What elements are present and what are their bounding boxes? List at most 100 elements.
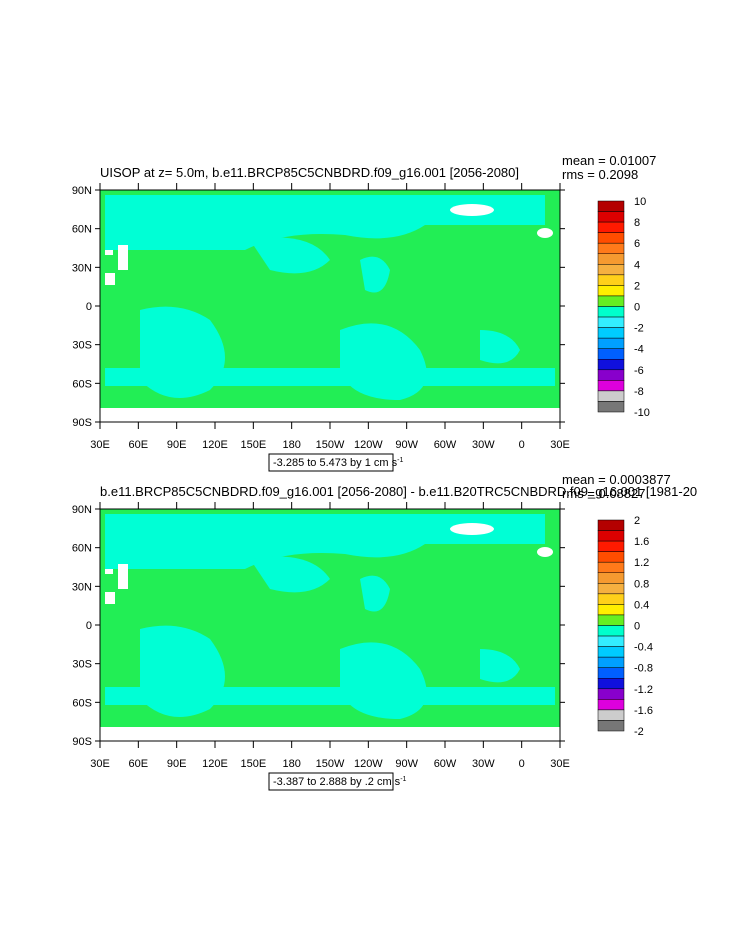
lon-label: 180	[282, 439, 300, 451]
land-mask	[450, 204, 494, 216]
colorbar-box	[597, 540, 625, 552]
lon-label: 150E	[240, 758, 266, 770]
colorbar-box	[597, 221, 625, 233]
colorbar-label: -10	[634, 407, 650, 419]
colorbar-box	[597, 614, 625, 626]
lat-label: 30S	[72, 659, 92, 671]
lon-label: 60W	[434, 439, 457, 451]
colorbar-box	[597, 572, 625, 584]
colorbar-box	[597, 678, 625, 690]
info-sup: -1	[397, 457, 403, 464]
ocean-region	[250, 556, 330, 593]
colorbar-box	[597, 306, 625, 318]
land-mask	[450, 523, 494, 535]
colorbar-label: -1.6	[634, 705, 653, 717]
colorbar-label: -2	[634, 726, 644, 738]
colorbar-box	[597, 380, 625, 392]
lat-label: 60N	[72, 224, 92, 236]
lat-label: 60S	[72, 697, 92, 709]
lat-label: 90N	[72, 504, 92, 516]
colorbar-box	[597, 327, 625, 339]
lon-label: 60E	[129, 439, 149, 451]
lat-label: 0	[86, 620, 92, 632]
lon-label: 90W	[395, 758, 418, 770]
land-mask	[105, 569, 113, 574]
colorbar-box	[597, 211, 625, 223]
colorbar-box	[597, 604, 625, 616]
colorbar-box	[597, 401, 625, 413]
lat-label: 90N	[72, 185, 92, 197]
colorbar-label: 1.2	[634, 557, 649, 569]
colorbar-box	[597, 688, 625, 700]
lon-label: 30E	[90, 439, 110, 451]
lon-label: 150W	[316, 758, 345, 770]
lat-label: 60S	[72, 378, 92, 390]
map-field	[100, 190, 560, 422]
colorbar-box	[597, 359, 625, 371]
colorbar-box	[597, 656, 625, 668]
lat-label: 30N	[72, 262, 92, 274]
colorbar-box	[597, 295, 625, 307]
colorbar-box	[597, 583, 625, 595]
lon-label: 120E	[202, 758, 228, 770]
antarctica	[100, 408, 560, 422]
colorbar-box	[597, 561, 625, 574]
colorbar-label: 6	[634, 238, 640, 250]
colorbar-label: 10	[634, 196, 646, 208]
colorbar-box	[597, 253, 625, 265]
colorbar-box	[597, 264, 625, 276]
panel-title: UISOP at z= 5.0m, b.e11.BRCP85C5CNBDRD.f…	[100, 165, 519, 180]
colorbar-box	[597, 720, 625, 732]
info-box	[268, 453, 394, 472]
lon-label: 30E	[550, 439, 570, 451]
colorbar-box	[597, 337, 625, 349]
colorbar-label: 0.4	[634, 599, 649, 611]
land-mask	[537, 228, 553, 238]
info-text: -3.387 to 2.888 by .2 cm s-1	[273, 776, 407, 788]
info-sup: -1	[400, 776, 406, 783]
lat-label: 90S	[72, 736, 92, 748]
lon-label: 150E	[240, 439, 266, 451]
lat-label: 30S	[72, 340, 92, 352]
lon-label: 120E	[202, 439, 228, 451]
lat-label: 30N	[72, 581, 92, 593]
lon-label: 90E	[167, 758, 187, 770]
colorbar-label: -6	[634, 365, 644, 377]
land-mask	[105, 250, 113, 255]
colorbar-label: 4	[634, 259, 640, 271]
lon-label: 30W	[472, 439, 495, 451]
lon-label: 90E	[167, 439, 187, 451]
info-text: -3.285 to 5.473 by 1 cm s-1	[273, 457, 403, 469]
land-mask	[118, 245, 128, 270]
lon-label: 150W	[316, 439, 345, 451]
colorbar-box	[597, 285, 625, 297]
colorbar-label: -1.2	[634, 684, 653, 696]
colorbar-label: 1.6	[634, 536, 649, 548]
lon-label: 30E	[550, 758, 570, 770]
colorbar-label: -4	[634, 344, 644, 356]
ocean-region	[105, 368, 555, 386]
rms: rms = 0.08827	[562, 486, 645, 501]
lon-label: 0	[519, 758, 525, 770]
land-mask	[105, 273, 115, 285]
lon-label: 120W	[354, 439, 383, 451]
ocean-region	[105, 687, 555, 705]
lat-label: 90S	[72, 417, 92, 429]
colorbar-label: -8	[634, 386, 644, 398]
ocean-region	[480, 330, 520, 364]
map-field	[100, 509, 560, 741]
colorbar-box	[597, 709, 625, 721]
lon-label: 60E	[129, 758, 149, 770]
colorbar-label: -2	[634, 323, 644, 335]
info-box	[268, 772, 394, 791]
colorbar-label: 0	[634, 302, 640, 314]
lon-label: 60W	[434, 758, 457, 770]
lon-label: 120W	[354, 758, 383, 770]
colorbar-label: -0.8	[634, 663, 653, 675]
lon-label: 90W	[395, 439, 418, 451]
colorbar-box	[597, 519, 625, 531]
colorbar-box	[597, 242, 625, 254]
rms: rms = 0.2098	[562, 167, 638, 182]
ocean-region	[360, 256, 390, 293]
